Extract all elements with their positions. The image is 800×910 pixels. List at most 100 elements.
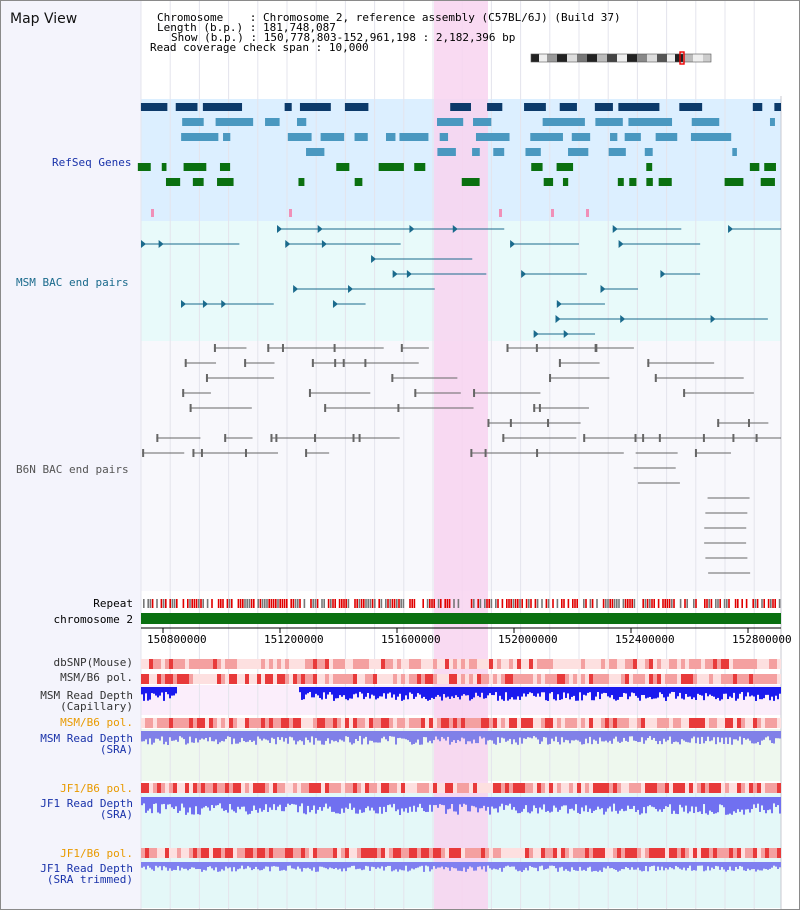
jf1-pol-cell[interactable] (441, 783, 445, 793)
msm-pol-cell[interactable] (541, 674, 545, 684)
jf1-pol-trim-cell[interactable] (341, 848, 345, 858)
jf1-pol-cell[interactable] (417, 783, 421, 793)
jf1-trim-depth-bar[interactable] (627, 862, 629, 869)
msm-pol-sra-cell[interactable] (641, 718, 645, 728)
msm-pol-cell[interactable] (293, 674, 297, 684)
dbsnp-cell[interactable] (305, 659, 309, 669)
bac-end-marker[interactable] (267, 344, 270, 352)
msm-pol-cell[interactable] (489, 674, 493, 684)
dbsnp-cell[interactable] (717, 659, 721, 669)
jf1-trim-depth-bar[interactable] (357, 862, 359, 869)
jf1-trim-depth-bar[interactable] (603, 862, 605, 868)
jf1-sra-depth-bar[interactable] (539, 797, 541, 808)
jf1-pol-trim-cell[interactable] (273, 848, 277, 858)
msm-cap-depth-bar[interactable] (749, 687, 751, 697)
msm-sra-depth-bar[interactable] (489, 731, 491, 740)
msm-sra-depth-bar[interactable] (503, 731, 505, 739)
msm-sra-depth-bar[interactable] (227, 731, 229, 737)
ideogram-band[interactable] (557, 54, 567, 62)
jf1-trim-depth-bar[interactable] (671, 862, 673, 869)
jf1-sra-depth-bar[interactable] (383, 797, 385, 807)
jf1-pol-trim-cell[interactable] (561, 848, 565, 858)
jf1-sra-depth-bar[interactable] (485, 797, 487, 811)
bac-end-marker[interactable] (156, 434, 159, 442)
jf1-pol-cell[interactable] (393, 783, 397, 793)
repeat-element[interactable] (365, 599, 367, 608)
jf1-sra-depth-bar[interactable] (585, 797, 587, 806)
gene-feature[interactable] (628, 118, 673, 126)
dbsnp-cell[interactable] (617, 659, 621, 669)
jf1-pol-trim-cell[interactable] (525, 848, 529, 858)
msm-sra-depth-bar[interactable] (183, 731, 185, 740)
msm-sra-depth-bar[interactable] (429, 731, 431, 741)
msm-sra-depth-bar[interactable] (283, 731, 285, 742)
msm-cap-depth-bar[interactable] (155, 687, 157, 696)
msm-cap-depth-bar[interactable] (539, 687, 541, 697)
msm-pol-cell[interactable] (321, 674, 325, 684)
jf1-pol-trim-cell[interactable] (433, 848, 437, 858)
jf1-trim-depth-bar[interactable] (411, 862, 413, 869)
jf1-trim-depth-bar[interactable] (541, 862, 543, 866)
jf1-pol-trim-cell[interactable] (737, 848, 741, 858)
repeat-element[interactable] (303, 599, 306, 608)
msm-cap-depth-bar[interactable] (735, 687, 737, 701)
dbsnp-cell[interactable] (237, 659, 241, 669)
jf1-pol-trim-cell[interactable] (205, 848, 209, 858)
repeat-element[interactable] (453, 599, 455, 608)
ideogram-band[interactable] (637, 54, 647, 62)
dbsnp-cell[interactable] (609, 659, 613, 669)
jf1-sra-depth-bar[interactable] (583, 797, 585, 812)
msm-cap-depth-bar[interactable] (647, 687, 649, 698)
gene-feature[interactable] (219, 163, 231, 171)
repeat-element[interactable] (624, 599, 627, 608)
jf1-sra-depth-bar[interactable] (597, 797, 599, 807)
msm-sra-depth-bar[interactable] (281, 731, 283, 738)
msm-pol-sra-cell[interactable] (453, 718, 457, 728)
dbsnp-cell[interactable] (349, 659, 353, 669)
dbsnp-cell[interactable] (597, 659, 601, 669)
repeat-element[interactable] (226, 599, 229, 608)
msm-sra-depth-bar[interactable] (455, 731, 457, 744)
msm-pol-sra-cell[interactable] (401, 718, 405, 728)
jf1-pol-trim-cell[interactable] (405, 848, 409, 858)
msm-sra-depth-bar[interactable] (533, 731, 535, 737)
msm-pol-sra-cell[interactable] (505, 718, 509, 728)
msm-sra-depth-bar[interactable] (733, 731, 735, 740)
jf1-sra-depth-bar[interactable] (525, 797, 527, 806)
jf1-sra-depth-bar[interactable] (177, 797, 179, 813)
jf1-sra-depth-bar[interactable] (241, 797, 243, 807)
msm-pol-cell[interactable] (457, 674, 461, 684)
jf1-pol-trim-cell[interactable] (437, 848, 441, 858)
jf1-trim-depth-bar[interactable] (727, 862, 729, 870)
msm-sra-depth-bar[interactable] (195, 731, 197, 739)
msm-sra-depth-bar[interactable] (519, 731, 521, 738)
jf1-trim-depth-bar[interactable] (615, 862, 617, 870)
msm-sra-depth-bar[interactable] (569, 731, 571, 744)
dbsnp-cell[interactable] (565, 659, 569, 669)
msm-cap-depth-bar[interactable] (405, 687, 407, 696)
msm-cap-depth-bar[interactable] (529, 687, 531, 693)
jf1-pol-trim-cell[interactable] (665, 848, 669, 858)
msm-sra-depth-bar[interactable] (721, 731, 723, 738)
msm-pol-sra-cell[interactable] (493, 718, 497, 728)
jf1-pol-trim-cell[interactable] (177, 848, 181, 858)
repeat-element[interactable] (147, 599, 149, 608)
msm-pol-sra-cell[interactable] (281, 718, 285, 728)
repeat-element[interactable] (778, 599, 781, 608)
gene-marker[interactable] (551, 209, 554, 217)
jf1-trim-depth-bar[interactable] (775, 862, 777, 867)
msm-pol-cell[interactable] (469, 674, 473, 684)
msm-sra-depth-bar[interactable] (777, 731, 779, 739)
repeat-element[interactable] (279, 599, 281, 608)
jf1-pol-cell[interactable] (481, 783, 485, 793)
gene-feature[interactable] (617, 178, 624, 186)
msm-pol-sra-cell[interactable] (221, 718, 225, 728)
jf1-pol-trim-cell[interactable] (245, 848, 249, 858)
jf1-trim-depth-bar[interactable] (699, 862, 701, 866)
msm-sra-depth-bar[interactable] (175, 731, 177, 740)
dbsnp-cell[interactable] (333, 659, 337, 669)
msm-sra-depth-bar[interactable] (351, 731, 353, 745)
repeat-element[interactable] (400, 599, 402, 608)
dbsnp-cell[interactable] (285, 659, 289, 669)
msm-pol-cell[interactable] (753, 674, 757, 684)
